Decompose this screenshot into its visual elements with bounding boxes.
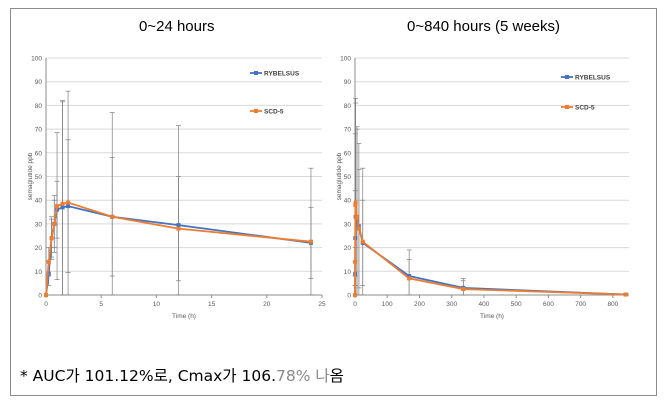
data-point-rybelsus: [407, 274, 412, 279]
chart-0-840h: 0 10 20 30 40 50 60 70 80 90 100 0 100 200 300 400 500 60…: [336, 56, 629, 320]
legend-label: RYBELSUS: [264, 71, 300, 78]
y-tick-label: 20: [344, 245, 352, 252]
x-tick-label: 15: [208, 301, 216, 308]
data-point-scd-5: [60, 201, 65, 206]
data-point-scd-5: [353, 259, 358, 264]
x-tick-label: 20: [263, 301, 271, 308]
legend-swatch-marker: [565, 75, 569, 79]
data-point-rybelsus: [176, 223, 181, 228]
x-axis-label: Time (h): [172, 313, 196, 320]
x-tick-label: 0: [353, 301, 357, 308]
legend-label: SCD-5: [264, 109, 284, 116]
y-tick-label: 0: [347, 293, 351, 300]
x-tick-label: 700: [575, 301, 586, 308]
data-point-scd-5: [66, 200, 71, 205]
series-line-scd-5: [45, 201, 312, 296]
data-point-scd-5: [360, 239, 365, 244]
x-tick-label: 0: [44, 301, 48, 308]
y-tick-label: 90: [344, 79, 352, 86]
y-tick-label: 100: [31, 56, 42, 63]
y-tick-label: 50: [35, 174, 43, 181]
data-point-scd-5: [52, 221, 57, 226]
x-tick-label: 5: [99, 301, 103, 308]
y-tick-label: 20: [35, 245, 43, 252]
data-point-scd-5: [49, 236, 54, 241]
y-axis-label: semaglutide ppb: [28, 152, 34, 200]
data-point-rybelsus: [66, 204, 71, 209]
chart-0-24h: 0 10 20 30 40 50 60 70 80 90 100 0 5 10 15 20 25 Time (h)…: [28, 56, 326, 321]
series-line-scd-5: [354, 202, 626, 296]
figure-frame: [10, 8, 657, 396]
data-point-scd-5: [461, 287, 466, 292]
y-tick-label: 70: [344, 127, 352, 134]
x-tick-label: 400: [479, 301, 490, 308]
y-tick-label: 40: [35, 198, 43, 205]
data-point-rybelsus: [60, 205, 65, 210]
x-tick-label: 25: [318, 301, 326, 308]
x-tick-label: 500: [511, 301, 522, 308]
data-point-scd-5: [110, 214, 115, 219]
caption-prefix: * AUC가 101.12%로, Cmax가 106.: [20, 367, 277, 385]
caption-suffix: 옴: [329, 367, 344, 385]
x-tick-label: 10: [153, 301, 161, 308]
data-point-scd-5: [623, 292, 628, 297]
legend-swatch-marker: [565, 105, 569, 109]
data-point-scd-5: [354, 214, 359, 219]
legend-label: SCD-5: [575, 105, 595, 112]
y-tick-label: 50: [344, 174, 352, 181]
legend-swatch-marker: [254, 71, 258, 75]
data-point-scd-5: [308, 239, 313, 244]
data-point-scd-5: [407, 276, 412, 281]
data-point-scd-5: [353, 202, 358, 207]
data-point-scd-5: [46, 259, 51, 264]
x-tick-label: 300: [446, 301, 457, 308]
data-point-scd-5: [353, 200, 358, 205]
y-tick-label: 70: [35, 127, 43, 134]
caption-faded: 78% 나: [276, 367, 330, 385]
y-tick-label: 40: [344, 198, 352, 205]
y-tick-label: 10: [344, 269, 352, 276]
y-tick-label: 30: [344, 221, 352, 228]
y-axis-label: semaglutide ppb: [336, 152, 343, 200]
y-tick-label: 90: [35, 79, 43, 86]
series-line-rybelsus: [354, 216, 626, 296]
data-point-scd-5: [55, 204, 60, 209]
y-tick-label: 100: [340, 56, 351, 63]
data-point-scd-5: [356, 226, 361, 231]
data-point-scd-5: [44, 293, 48, 297]
y-tick-label: 30: [35, 221, 43, 228]
y-tick-label: 80: [344, 103, 352, 110]
y-tick-label: 10: [35, 269, 43, 276]
chart-title-left: 0~24 hours: [139, 18, 215, 35]
y-tick-label: 0: [38, 293, 42, 300]
chart-title-right: 0~840 hours (5 weeks): [407, 18, 561, 35]
data-point-rybelsus: [46, 271, 51, 276]
y-tick-label: 60: [35, 150, 43, 157]
x-tick-label: 200: [414, 301, 425, 308]
x-tick-label: 800: [607, 301, 618, 308]
summary-caption: * AUC가 101.12%로, Cmax가 106.78% 나옴: [20, 364, 344, 386]
data-point-scd-5: [353, 293, 357, 297]
y-tick-label: 60: [344, 150, 352, 157]
x-axis-label: Time (h): [480, 313, 504, 320]
legend-label: RYBELSUS: [575, 75, 611, 82]
x-tick-label: 600: [543, 301, 554, 308]
x-tick-label: 100: [382, 301, 393, 308]
data-point-scd-5: [176, 226, 181, 231]
legend-swatch-marker: [254, 109, 258, 113]
y-tick-label: 80: [35, 103, 43, 110]
